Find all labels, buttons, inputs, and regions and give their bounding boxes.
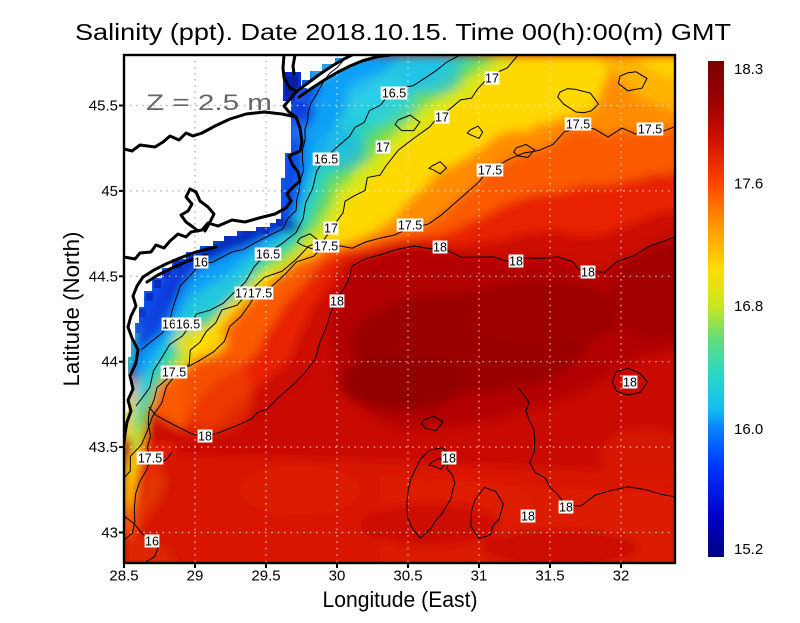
svg-text:17.5: 17.5 <box>566 117 590 131</box>
svg-text:30: 30 <box>329 568 346 585</box>
svg-text:16.8: 16.8 <box>734 298 763 315</box>
svg-text:17.6: 17.6 <box>734 176 763 193</box>
svg-text:18: 18 <box>330 294 344 308</box>
svg-text:18: 18 <box>559 500 573 514</box>
svg-text:17: 17 <box>485 71 499 85</box>
svg-text:43.5: 43.5 <box>89 439 118 456</box>
svg-text:32: 32 <box>613 568 630 585</box>
svg-text:17.5: 17.5 <box>638 122 662 136</box>
svg-text:18: 18 <box>198 429 212 443</box>
svg-text:45.5: 45.5 <box>89 98 118 115</box>
svg-text:18: 18 <box>521 509 535 523</box>
svg-text:45: 45 <box>101 183 118 200</box>
svg-text:16.0: 16.0 <box>734 421 763 438</box>
svg-text:17: 17 <box>235 286 249 300</box>
svg-text:17.5: 17.5 <box>138 451 162 465</box>
svg-text:18: 18 <box>623 375 637 389</box>
svg-text:17: 17 <box>324 221 338 235</box>
svg-text:29.5: 29.5 <box>251 568 280 585</box>
svg-text:30.5: 30.5 <box>393 568 422 585</box>
svg-text:16: 16 <box>145 534 159 548</box>
svg-text:16.5: 16.5 <box>176 317 200 331</box>
svg-text:44.5: 44.5 <box>89 268 118 285</box>
svg-text:17.5: 17.5 <box>478 163 502 177</box>
svg-text:Salinity (ppt). Date 2018.10.1: Salinity (ppt). Date 2018.10.15. Time 00… <box>75 19 731 45</box>
svg-text:28.5: 28.5 <box>109 568 138 585</box>
svg-text:17.5: 17.5 <box>248 286 272 300</box>
svg-text:Latitude (North): Latitude (North) <box>59 232 84 387</box>
svg-text:17: 17 <box>435 110 449 124</box>
svg-text:18: 18 <box>581 265 595 279</box>
svg-text:16.5: 16.5 <box>382 86 406 100</box>
svg-text:15.2: 15.2 <box>734 541 763 558</box>
svg-text:16.5: 16.5 <box>314 152 338 166</box>
svg-text:18: 18 <box>442 451 456 465</box>
svg-text:17: 17 <box>376 140 390 154</box>
svg-text:Z = 2.5 m: Z = 2.5 m <box>146 90 272 115</box>
svg-text:16.5: 16.5 <box>256 247 280 261</box>
svg-text:31: 31 <box>471 568 488 585</box>
svg-text:43: 43 <box>101 525 118 542</box>
svg-text:17.5: 17.5 <box>314 239 338 253</box>
svg-text:44: 44 <box>101 354 118 371</box>
svg-text:16: 16 <box>162 317 176 331</box>
svg-text:29: 29 <box>187 568 204 585</box>
svg-text:17.5: 17.5 <box>398 218 422 232</box>
svg-text:Longitude (East): Longitude (East) <box>323 587 478 612</box>
svg-text:18: 18 <box>433 240 447 254</box>
svg-text:18: 18 <box>509 254 523 268</box>
svg-text:31.5: 31.5 <box>535 568 564 585</box>
svg-text:18.3: 18.3 <box>734 61 763 78</box>
svg-text:16: 16 <box>194 255 208 269</box>
svg-text:17.5: 17.5 <box>162 365 186 379</box>
